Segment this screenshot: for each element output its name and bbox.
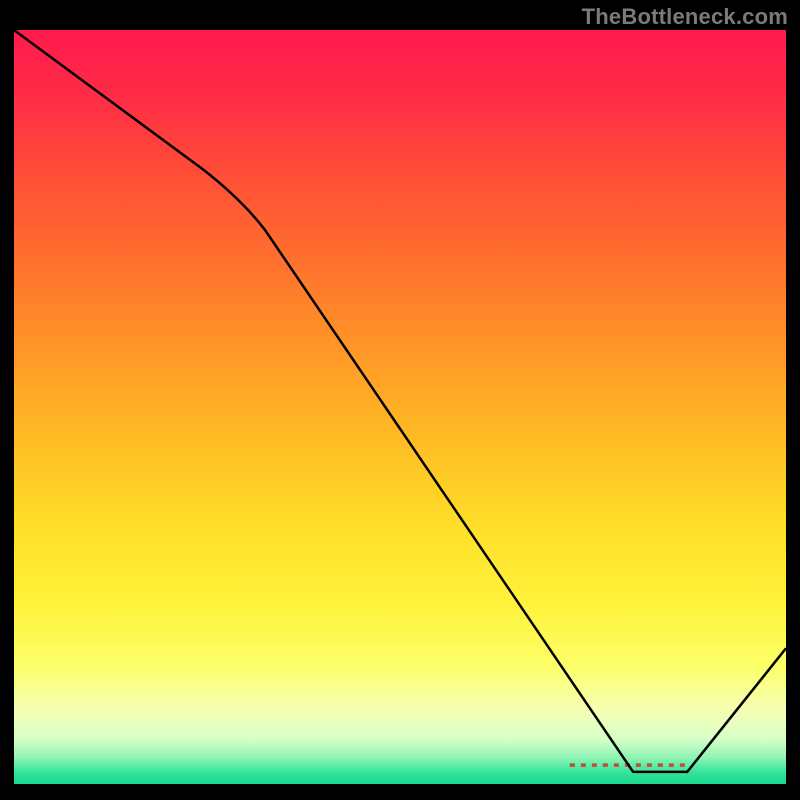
bottleneck-chart <box>0 0 800 800</box>
gradient-background <box>14 30 786 784</box>
chart-container: { "watermark": "TheBottleneck.com", "cha… <box>0 0 800 800</box>
watermark-text: TheBottleneck.com <box>582 4 788 30</box>
